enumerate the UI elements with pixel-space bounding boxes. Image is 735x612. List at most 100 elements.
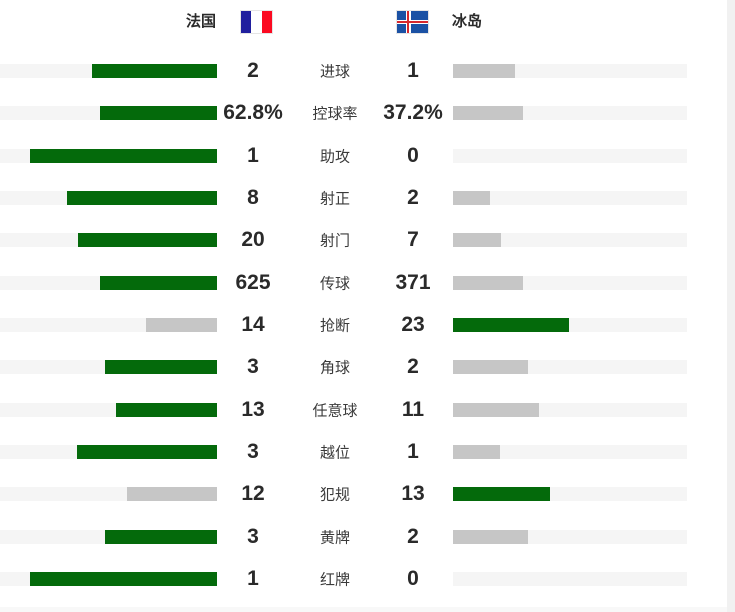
iceland-flag-icon	[397, 11, 428, 33]
away-stat-bar	[453, 233, 687, 248]
away-stat-value: 11	[401, 397, 425, 421]
stat-row: 12 犯规 13	[0, 482, 735, 505]
away-stat-value: 23	[401, 313, 425, 336]
away-stat-bar-fill	[453, 64, 515, 78]
away-stat-bar	[453, 318, 687, 332]
stat-label: 射门	[319, 232, 350, 250]
stat-row: 8 射正 2	[0, 186, 735, 209]
away-stat-value: 2	[407, 186, 419, 209]
france-flag-red-stripe	[261, 11, 272, 33]
home-stat-bar	[0, 191, 217, 205]
stat-label: 角球	[319, 359, 350, 377]
away-stat-bar-fill	[453, 529, 528, 544]
away-team-name: 冰岛	[452, 13, 483, 30]
stat-row: 14 抢断 23	[0, 313, 735, 336]
away-stat-value: 37.2%	[383, 101, 443, 125]
home-stat-bar	[0, 233, 217, 248]
away-stat-bar	[453, 445, 687, 459]
home-stat-bar-fill	[127, 487, 217, 502]
home-stat-bar-fill	[30, 148, 217, 163]
stat-label: 抢断	[319, 317, 350, 335]
france-flag-white-stripe	[251, 11, 262, 33]
home-stat-bar-fill	[100, 275, 217, 290]
home-stat-value: 1	[247, 567, 259, 590]
away-stat-value: 0	[407, 567, 419, 590]
away-stat-bar-fill	[453, 233, 501, 248]
stat-row: 1 助攻 0	[0, 144, 735, 167]
home-stat-bar	[0, 318, 217, 332]
away-stat-bar	[453, 191, 687, 205]
stat-label: 任意球	[312, 402, 358, 420]
home-team-name: 法国	[185, 13, 216, 30]
away-stat-value: 13	[401, 482, 425, 506]
stat-row: 20 射门 7	[0, 228, 735, 251]
home-stat-bar	[0, 106, 217, 121]
home-stat-bar-fill	[77, 445, 217, 459]
home-stat-bar	[0, 445, 217, 459]
home-stat-bar	[0, 487, 217, 502]
stat-label: 黄牌	[319, 529, 350, 547]
home-stat-value: 20	[241, 228, 265, 252]
stat-label: 进球	[319, 63, 350, 81]
home-stat-value: 14	[241, 313, 265, 336]
stat-row: 1 红牌 0	[0, 567, 735, 590]
away-stat-bar	[453, 106, 687, 121]
away-stat-value: 1	[407, 440, 419, 463]
away-stat-bar-fill	[453, 402, 539, 417]
home-stat-value: 13	[241, 397, 265, 421]
away-stat-bar-fill	[453, 106, 523, 121]
stat-row: 3 黄牌 2	[0, 525, 735, 548]
away-stat-value: 2	[407, 524, 419, 548]
stat-label: 传球	[319, 275, 350, 293]
bottom-divider	[0, 607, 727, 612]
home-stat-value: 12	[241, 482, 265, 506]
home-stat-bar	[0, 360, 217, 375]
away-stat-bar-fill	[453, 360, 528, 375]
scrollbar-track[interactable]	[727, 0, 735, 612]
home-stat-value: 1	[247, 143, 259, 167]
stat-row: 625 传球 371	[0, 271, 735, 294]
away-stat-value: 0	[407, 143, 419, 167]
away-stat-bar	[453, 529, 687, 544]
home-stat-bar	[0, 275, 217, 290]
iceland-flag-red-cross-vertical	[406, 11, 410, 33]
home-stat-value: 8	[247, 186, 259, 209]
home-stat-bar	[0, 64, 217, 78]
home-stat-value: 62.8%	[223, 101, 283, 125]
home-stat-bar	[0, 529, 217, 544]
away-stat-value: 7	[407, 228, 419, 252]
away-stat-bar-fill	[453, 318, 569, 332]
home-stat-bar-fill	[30, 572, 217, 586]
stat-label: 犯规	[319, 486, 350, 504]
away-stat-bar	[453, 487, 687, 502]
away-stat-bar	[453, 360, 687, 375]
home-stat-bar-fill	[100, 106, 217, 121]
home-stat-bar-fill	[67, 191, 217, 205]
home-stat-bar	[0, 572, 217, 586]
home-stat-bar-fill	[146, 318, 217, 332]
away-stat-bar	[453, 402, 687, 417]
stat-row: 2 进球 1	[0, 59, 735, 82]
home-stat-bar-fill	[78, 233, 217, 248]
home-stat-value: 3	[247, 524, 259, 548]
away-stat-bar	[453, 275, 687, 290]
stat-row: 3 角球 2	[0, 355, 735, 378]
stat-label: 越位	[319, 444, 350, 462]
stat-label: 助攻	[319, 148, 350, 166]
stat-label: 红牌	[319, 571, 350, 589]
away-stat-value: 2	[407, 355, 419, 379]
stat-label: 控球率	[312, 105, 358, 123]
home-stat-bar-fill	[105, 529, 217, 544]
away-stat-bar	[453, 572, 687, 586]
away-stat-bar	[453, 148, 687, 163]
home-stat-value: 3	[247, 440, 259, 463]
away-stat-bar-fill	[453, 487, 550, 502]
stat-row: 13 任意球 11	[0, 398, 735, 421]
stat-row: 62.8% 控球率 37.2%	[0, 101, 735, 124]
france-flag-blue-stripe	[241, 11, 252, 33]
home-stat-value: 3	[247, 355, 259, 379]
away-stat-bar-fill	[453, 275, 523, 290]
home-stat-value: 2	[247, 59, 259, 82]
home-stat-bar-fill	[92, 64, 217, 78]
